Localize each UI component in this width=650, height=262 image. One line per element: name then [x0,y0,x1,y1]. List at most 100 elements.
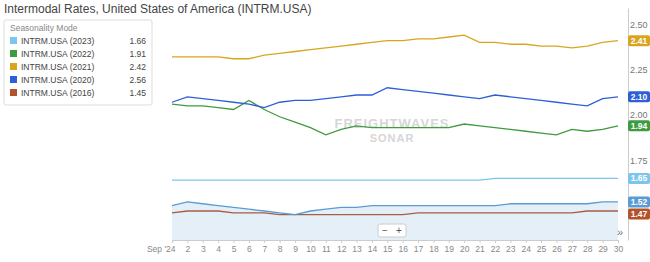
x-tick: 25 [537,240,547,254]
x-tick-mark [495,240,496,243]
y-tick-label: 2.25 [630,65,648,75]
end-label: 2.41 [631,36,648,46]
end-label: 1.47 [631,209,648,219]
x-tick-mark [249,240,250,243]
x-tick: 23 [506,240,516,254]
x-tick-label: 20 [460,244,470,254]
x-tick-label: 24 [521,244,531,254]
series-line [172,202,618,215]
x-tick-label: 12 [337,244,347,254]
y-axis: 1.75 2.00 2.25 2.50 [628,9,648,241]
end-label-box [628,196,650,207]
x-tick-mark [403,240,404,243]
x-tick: 3 [201,240,206,254]
legend-box [4,20,152,105]
x-tick-label: 4 [216,244,221,254]
chart-title: Intermodal Rates, United States of Ameri… [4,2,311,16]
zoom-controls: −+ » [378,224,623,238]
x-tick: 13 [352,240,362,254]
x-tick: Sep '24 [147,240,176,254]
x-tick: 2 [186,240,191,254]
scroll-right[interactable]: » [617,226,623,238]
legend-entry: INTRM.USA (2016)1.45 [10,88,146,98]
x-tick-label: 15 [383,244,393,254]
legend-swatch [10,89,17,96]
x-tick: 17 [414,240,424,254]
zoom-out[interactable]: − [382,225,388,236]
x-tick-label: 22 [491,244,501,254]
x-tick: 14 [368,240,378,254]
end-label-box [628,91,650,102]
x-tick-label: 19 [445,244,455,254]
x-tick-label: 29 [598,244,608,254]
x-tick-mark [187,240,188,243]
x-tick: 27 [568,240,578,254]
x-tick: 10 [306,240,316,254]
x-tick-mark [372,240,373,243]
x-tick: 22 [491,240,501,254]
x-tick: 15 [383,240,393,254]
x-tick: 7 [262,240,267,254]
x-tick-mark [556,240,557,243]
x-tick: 8 [278,240,283,254]
y-tick-label: 2.00 [630,110,648,120]
x-tick-mark [357,240,358,243]
x-tick: 12 [337,240,347,254]
x-tick-label: 16 [398,244,408,254]
series-line [172,88,618,108]
x-tick-label: 7 [262,244,267,254]
legend-value: 2.56 [129,75,146,85]
end-label-box [628,120,650,131]
x-tick-label: 3 [201,244,206,254]
x-tick-mark [326,240,327,243]
x-tick-mark [433,240,434,243]
end-labels: 2.412.101.941.651.521.47 [628,35,650,219]
legend-value: 2.42 [129,62,146,72]
legend-swatch [10,50,17,57]
x-tick-label: 10 [306,244,316,254]
series-line [172,100,618,134]
x-tick-mark [418,240,419,243]
x-tick-label: 21 [475,244,485,254]
legend-label: INTRM.USA (2021) [21,62,94,72]
x-tick: 30 [614,240,624,254]
chart-svg: Intermodal Rates, United States of Ameri… [0,0,650,262]
legend-entry: INTRM.USA (2023)1.66 [10,36,146,46]
y-tick: 1.75 [628,156,648,166]
legend-value: 1.45 [129,88,146,98]
x-tick: 19 [445,240,455,254]
x-tick-label: 28 [583,244,593,254]
end-label-box [628,208,650,219]
x-tick: 26 [552,240,562,254]
y-tick-label: 2.50 [630,20,648,30]
x-tick-label: 9 [293,244,298,254]
x-tick-label: Sep '24 [147,244,176,254]
x-tick-mark [541,240,542,243]
y-tick: 2.00 [628,110,648,120]
x-tick-label: 27 [568,244,578,254]
end-label-box [628,173,650,184]
x-tick-mark [387,240,388,243]
x-tick-label: 2 [186,244,191,254]
x-tick-label: 6 [247,244,252,254]
x-tick-mark [264,240,265,243]
series-line [172,35,618,59]
x-tick: 20 [460,240,470,254]
zoom-in[interactable]: + [396,225,402,236]
y-tick: 2.25 [628,65,648,75]
x-tick-mark [295,240,296,243]
x-tick-label: 30 [614,244,624,254]
series-line [172,178,618,180]
x-tick-mark [618,240,619,243]
x-tick: 6 [247,240,252,254]
x-tick: 11 [322,240,331,254]
x-tick: 16 [398,240,408,254]
watermark: FREIGHTWAVES [334,116,449,131]
watermark: SONAR [370,132,415,144]
x-tick-mark [203,240,204,243]
x-axis-line [173,240,619,241]
x-tick-mark [218,240,219,243]
legend-title: Seasonality Mode [10,23,78,33]
x-tick-label: 13 [352,244,362,254]
x-tick: 5 [232,240,237,254]
